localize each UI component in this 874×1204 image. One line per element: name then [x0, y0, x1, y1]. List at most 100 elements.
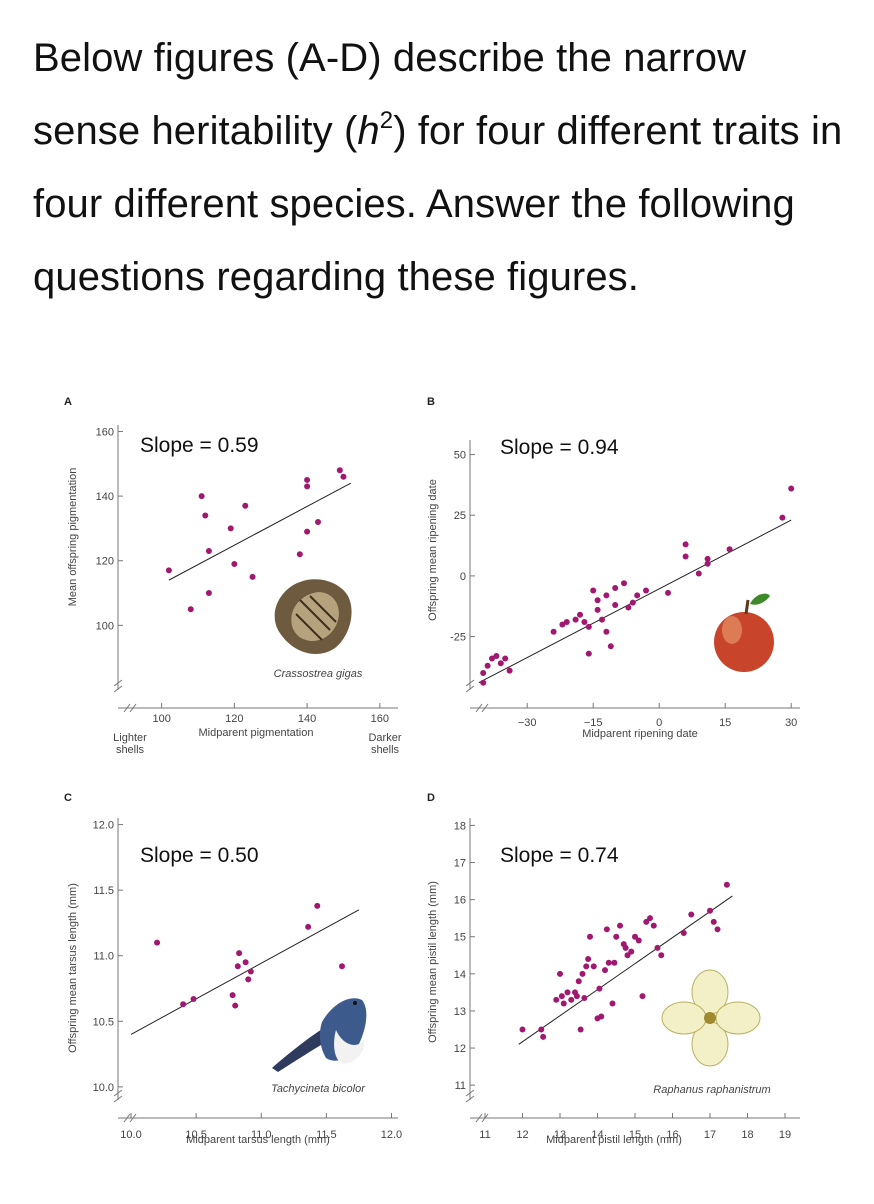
panel-d-xtick-label: 11	[479, 1129, 490, 1141]
panel-d-data-point	[575, 978, 582, 985]
panel-a-ytick-label: 100	[96, 620, 114, 632]
panel-d-data-point	[598, 1013, 605, 1020]
panel-b-xtick-label: −30	[518, 717, 537, 729]
panel-d-data-point	[611, 959, 618, 966]
panel-d-xtick-label: 12	[516, 1129, 528, 1141]
panel-c-xtick-label: 10.5	[185, 1129, 206, 1141]
panel-d-data-point	[723, 881, 730, 888]
panel-a-ytick-label: 120	[96, 556, 114, 568]
panel-c-data-point	[339, 963, 345, 970]
panel-d-data-point	[654, 944, 661, 951]
panel-b-xtick-label: 0	[656, 717, 662, 729]
panel-d-data-point	[710, 918, 717, 925]
panel-d-data-point	[658, 952, 665, 959]
panel-c: C Slope = 0.50 Offspring mean tarsus len…	[64, 792, 402, 1146]
panel-b-data-point	[779, 514, 786, 521]
panel-a-data-point	[249, 573, 256, 580]
panel-d-axis-break	[465, 1089, 489, 1123]
panel-b-data-point	[603, 592, 610, 599]
panel-d-ytick-label: 13	[454, 1006, 466, 1018]
panel-d-data-point	[688, 911, 695, 918]
panel-a-data-point	[231, 560, 238, 567]
intro-text-start: Below figures (A-D) describe the narrow …	[33, 36, 747, 153]
panel-c-data-point	[234, 963, 241, 970]
panel-d-data-point	[639, 993, 646, 1000]
flower-petal-right	[715, 1001, 761, 1035]
panel-b-xlabel: Midparent ripening date	[582, 728, 698, 740]
panel-d-data-point	[680, 930, 687, 937]
swallow-eye	[353, 1001, 357, 1005]
panel-d-data-point	[560, 1000, 567, 1007]
oyster-shell-ridges	[295, 595, 337, 641]
panel-d-data-point	[540, 1033, 547, 1040]
panel-d-data-point	[585, 956, 592, 962]
panel-b-data-point	[563, 619, 570, 626]
apple-stem	[744, 599, 750, 615]
panel-a-data-point	[304, 476, 311, 483]
panel-b-data-point	[594, 606, 601, 613]
panel-d-data-point	[519, 1026, 526, 1033]
panel-d-ytick-label: 17	[454, 858, 466, 870]
panel-d-letter: D	[427, 792, 435, 804]
panel-b-data-point	[502, 655, 509, 662]
panel-b-data-point	[629, 599, 636, 606]
panel-a: A Slope = 0.59 Mean offspring pigmentati…	[64, 396, 402, 756]
panel-a-darker-line1: Darker	[368, 732, 401, 744]
panel-a-lighter-line1: Lighter	[113, 732, 147, 744]
swallow-belly	[334, 1030, 365, 1064]
panel-b-data-point	[788, 485, 795, 492]
panel-d-data-point	[632, 933, 638, 940]
panel-d-data-point	[617, 922, 623, 929]
panel-c-data-point	[232, 1002, 239, 1009]
panel-d-data-point	[602, 967, 608, 974]
panel-d-data-point	[558, 993, 565, 1000]
panel-d-data-point	[707, 907, 713, 914]
panel-d-xtick-label: 19	[779, 1129, 791, 1141]
panel-b-data-point	[607, 643, 614, 650]
panel-d-xtick-label: 13	[554, 1129, 566, 1141]
panel-b-data-point	[489, 655, 495, 662]
panel-b-data-point	[643, 587, 649, 594]
panel-d-species-label: Raphanus raphanistrum	[653, 1084, 770, 1096]
panel-b-xtick-label: −15	[584, 717, 603, 729]
panel-b: B Slope = 0.94 Offspring mean ripening d…	[427, 396, 800, 740]
panel-b-data-point	[550, 628, 557, 635]
panel-a-xtick-label: 120	[225, 713, 243, 725]
panel-b-data-point	[603, 628, 610, 635]
panel-b-data-point	[612, 602, 619, 609]
panel-d-data-point	[568, 996, 575, 1003]
panel-c-xlabel: Midparent tarsus length (mm)	[186, 1134, 330, 1146]
panel-b-data-point	[634, 592, 641, 599]
flower-petal-left	[661, 1001, 707, 1035]
panel-b-data-point	[480, 679, 487, 686]
panel-d-xtick-label: 18	[741, 1129, 753, 1141]
panel-d-data-point	[624, 952, 631, 959]
panel-b-data-point	[590, 587, 597, 594]
panel-d-ylabel: Offspring mean pistil length (mm)	[427, 881, 439, 1043]
panel-d-data-point	[587, 933, 593, 940]
panel-c-data-point	[305, 923, 312, 930]
panel-b-data-point	[682, 553, 689, 560]
panel-a-lighter-line2: shells	[116, 744, 145, 756]
panel-d-data-point	[650, 922, 657, 929]
heritability-superscript: 2	[379, 107, 394, 134]
panel-d: D Slope = 0.74 Offspring mean pistil len…	[427, 792, 800, 1146]
panel-d-data-point	[613, 933, 620, 940]
panel-a-xtick-label: 100	[152, 713, 170, 725]
panel-c-regression-line	[130, 909, 360, 1035]
panel-d-data-point	[557, 970, 563, 977]
panel-a-slope-label: Slope = 0.59	[140, 434, 259, 457]
panel-d-data-point	[714, 926, 721, 933]
panel-a-ytick-label: 160	[96, 426, 114, 438]
panel-d-data-point	[628, 948, 635, 955]
panel-d-ytick-label: 15	[454, 932, 466, 944]
panel-b-data-point	[559, 621, 566, 628]
panel-b-data-point	[704, 560, 711, 567]
panel-d-data-point	[590, 963, 597, 970]
panel-b-letter: B	[427, 396, 435, 408]
panel-d-data-point	[609, 1000, 616, 1007]
panel-b-species-image	[714, 593, 774, 672]
panel-c-letter: C	[64, 792, 72, 804]
panel-b-data-point	[506, 667, 513, 674]
panel-c-xtick-label: 12.0	[381, 1129, 402, 1141]
